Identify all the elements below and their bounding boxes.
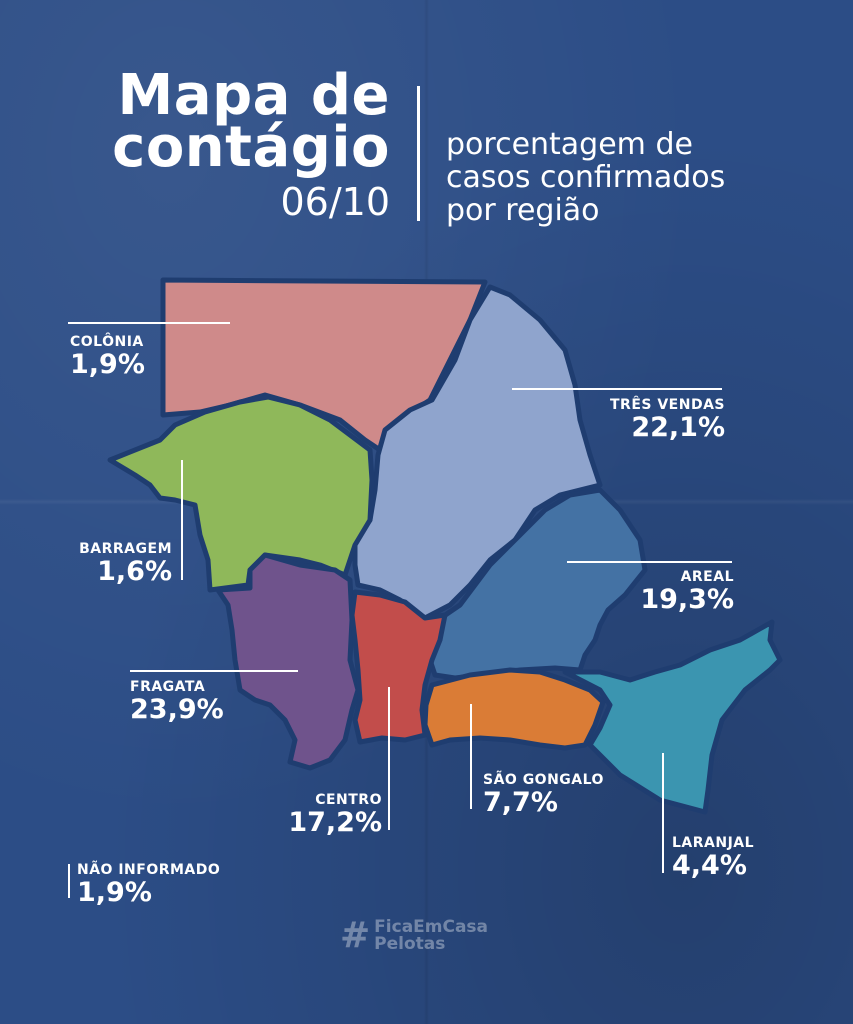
tres-vendas-name: TRÊS VENDAS bbox=[609, 397, 725, 413]
laranjal-name: LARANJAL bbox=[672, 835, 755, 851]
colonia-label: COLÔNIA 1,9% bbox=[70, 334, 145, 380]
sao-goncalo-value: 7,7% bbox=[483, 787, 558, 818]
areal-value: 19,3% bbox=[640, 584, 734, 615]
barragem-leader-line bbox=[181, 460, 183, 580]
areal-leader-line bbox=[567, 561, 732, 563]
tres-vendas-value: 22,1% bbox=[631, 412, 725, 443]
nao-informado-name: NÃO INFORMADO bbox=[77, 862, 221, 878]
nao-informado-leader-line bbox=[68, 864, 70, 898]
colonia-leader-line bbox=[68, 322, 230, 324]
colonia-value: 1,9% bbox=[70, 349, 145, 380]
map-title: Mapa de contágio 06/10 bbox=[60, 63, 390, 225]
centro-leader-line bbox=[388, 687, 390, 830]
areal-name: AREAL bbox=[680, 569, 734, 585]
colonia-name: COLÔNIA bbox=[70, 334, 144, 350]
sao-goncalo-leader-line bbox=[470, 704, 472, 809]
map-subtitle: porcentagem de casos confirmados por reg… bbox=[446, 128, 786, 227]
centro-label: CENTRO 17,2% bbox=[270, 792, 382, 838]
fragata-value: 23,9% bbox=[130, 694, 224, 725]
region-fragata[interactable] bbox=[215, 552, 361, 771]
title-line-1: Mapa de bbox=[117, 63, 390, 128]
region-sao-goncalo[interactable] bbox=[422, 667, 606, 751]
hashtag-line-1: FicaEmCasa bbox=[374, 916, 489, 937]
title-line-2: contágio bbox=[112, 115, 390, 180]
fragata-name: FRAGATA bbox=[130, 679, 206, 695]
laranjal-leader-line bbox=[662, 753, 664, 873]
hashtag-line-2: Pelotas bbox=[374, 933, 446, 954]
laranjal-label: LARANJAL 4,4% bbox=[672, 835, 754, 881]
region-centro[interactable] bbox=[349, 589, 448, 745]
barragem-label: BARRAGEM 1,6% bbox=[40, 541, 172, 587]
title-divider bbox=[417, 86, 420, 221]
sao-goncalo-name: SÃO GONGALO bbox=[483, 772, 604, 788]
laranjal-value: 4,4% bbox=[672, 850, 747, 881]
centro-value: 17,2% bbox=[288, 807, 382, 838]
nao-informado-label: NÃO INFORMADO 1,9% bbox=[77, 862, 220, 908]
sao-goncalo-label: SÃO GONGALO 7,7% bbox=[483, 772, 604, 818]
centro-name: CENTRO bbox=[315, 792, 382, 808]
tres-vendas-leader-line bbox=[512, 388, 722, 390]
nao-informado-value: 1,9% bbox=[77, 877, 152, 908]
subtitle-line-3: por região bbox=[446, 193, 600, 228]
subtitle-line-1: porcentagem de bbox=[446, 127, 693, 162]
fragata-label: FRAGATA 23,9% bbox=[130, 679, 224, 725]
subtitle-line-2: casos confirmados bbox=[446, 160, 726, 195]
areal-label: AREAL 19,3% bbox=[620, 569, 734, 615]
hash-icon: # bbox=[340, 915, 371, 956]
barragem-value: 1,6% bbox=[97, 556, 172, 587]
hashtag-watermark: # FicaEmCasa Pelotas bbox=[340, 915, 488, 956]
barragem-name: BARRAGEM bbox=[79, 541, 172, 557]
title-date: 06/10 bbox=[280, 180, 390, 224]
fragata-leader-line bbox=[130, 670, 298, 672]
tres-vendas-label: TRÊS VENDAS 22,1% bbox=[590, 397, 725, 443]
region-laranjal[interactable] bbox=[562, 619, 783, 815]
